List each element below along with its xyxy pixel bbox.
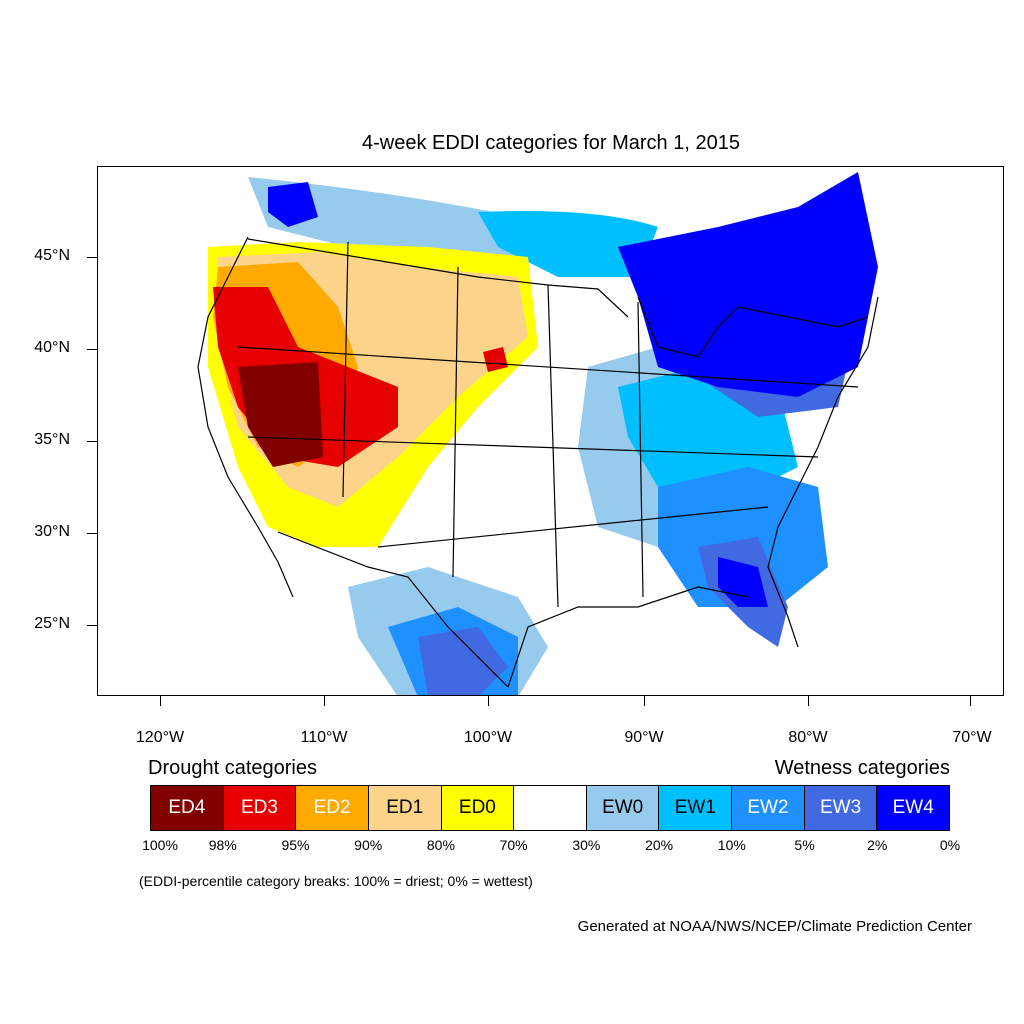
legend-swatch: EW1 xyxy=(659,786,733,830)
lon-tick xyxy=(808,696,809,706)
lat-label: 30°N xyxy=(34,523,70,540)
legend-break-label: 80% xyxy=(426,837,455,853)
state-line-1 xyxy=(342,241,349,498)
state-line-4 xyxy=(637,301,644,598)
state-line-6 xyxy=(247,436,819,458)
lon-label: 70°W xyxy=(952,729,992,746)
lon-tick xyxy=(644,696,645,706)
lat-tick xyxy=(87,441,97,442)
ew4-region-northeast xyxy=(618,172,878,397)
legend-swatch: EW3 xyxy=(804,786,878,830)
great-lakes xyxy=(637,296,869,358)
legend-swatch: ED2 xyxy=(296,786,369,830)
lon-label: 100°W xyxy=(463,729,513,746)
lon-label: 80°W xyxy=(788,729,828,746)
lat-tick xyxy=(87,533,97,534)
lon-label: 110°W xyxy=(300,729,348,746)
lon-tick xyxy=(970,696,971,706)
legend-swatch: ED4 xyxy=(151,786,224,830)
state-line-5 xyxy=(237,346,859,388)
ew3-region-texas xyxy=(418,627,508,695)
ew4-region-florida xyxy=(718,557,768,607)
lon-label: 120°W xyxy=(135,729,185,746)
ew4-region-northwest-spot xyxy=(268,182,318,227)
legend-note: (EDDI-percentile category breaks: 100% =… xyxy=(139,873,533,889)
lat-label: 45°N xyxy=(34,247,70,264)
ed3-region-plains xyxy=(483,347,508,372)
east-coastline xyxy=(767,296,879,648)
state-line-3 xyxy=(547,284,559,608)
legend-break-label: 70% xyxy=(499,837,528,853)
drought-heading: Drought categories xyxy=(148,757,317,779)
legend-break-label: 30% xyxy=(572,837,601,853)
gulf-coastline xyxy=(507,586,749,688)
legend-break-label: 100% xyxy=(142,837,178,853)
west-coastline xyxy=(197,236,294,598)
legend-break-label: 0% xyxy=(939,837,961,853)
lon-label: 90°W xyxy=(624,729,664,746)
state-line-7 xyxy=(377,506,769,548)
legend-swatch: ED1 xyxy=(368,786,442,830)
lon-tick xyxy=(160,696,161,706)
legend-colorbar: ED4 ED3 ED2 ED1 ED0 EW0 EW1 EW2 EW3 EW4 xyxy=(150,785,950,831)
lat-label: 40°N xyxy=(34,339,70,356)
legend-break-label: 20% xyxy=(645,837,674,853)
legend-break-label: 10% xyxy=(717,837,746,853)
lat-label: 35°N xyxy=(34,431,70,448)
legend-break-label: 2% xyxy=(867,837,888,853)
legend-swatch: EW4 xyxy=(877,786,950,830)
lon-tick xyxy=(488,696,489,706)
lat-label: 25°N xyxy=(34,615,70,632)
legend-break-label: 90% xyxy=(354,837,383,853)
map-title: 4-week EDDI categories for March 1, 2015 xyxy=(362,132,740,154)
credit-text: Generated at NOAA/NWS/NCEP/Climate Predi… xyxy=(577,918,972,935)
legend-swatch: EW0 xyxy=(586,786,660,830)
ew1-region-north xyxy=(478,211,658,277)
legend-swatch: EW2 xyxy=(732,786,805,830)
legend-break-label: 95% xyxy=(281,837,310,853)
legend-swatch: ED3 xyxy=(223,786,297,830)
mexico-border xyxy=(277,531,509,688)
lat-tick xyxy=(87,625,97,626)
legend-break-label: 5% xyxy=(794,837,815,853)
eddi-map xyxy=(197,167,918,695)
wetness-heading: Wetness categories xyxy=(774,757,950,779)
lon-tick xyxy=(324,696,325,706)
legend-swatch xyxy=(514,786,587,830)
lat-tick xyxy=(87,349,97,350)
state-line-2 xyxy=(452,266,459,578)
ew2-region-southeast xyxy=(658,467,828,607)
legend-break-label: 98% xyxy=(208,837,237,853)
lat-tick xyxy=(87,257,97,258)
map-panel xyxy=(97,166,1004,696)
ed4-region-great-basin xyxy=(238,362,323,467)
legend-swatch: ED0 xyxy=(441,786,515,830)
boundaries xyxy=(197,236,879,688)
